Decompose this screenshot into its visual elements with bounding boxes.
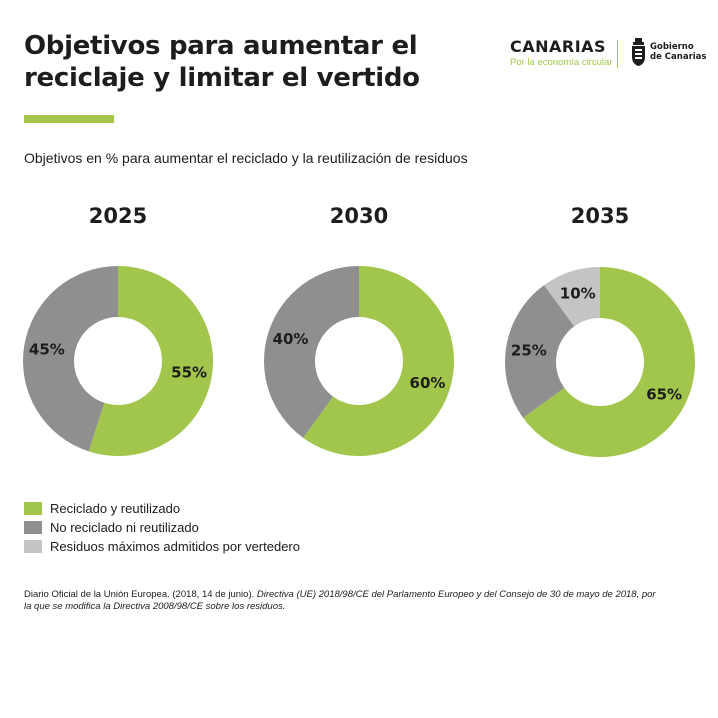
gobierno-logo: Gobierno de Canarias	[631, 38, 706, 66]
title-accent-bar	[24, 115, 114, 123]
slice-label-2030-reciclado-y-reutilizado: 60%	[410, 374, 446, 392]
donut-slice-2030-no-reciclado-ni-reutilizado	[264, 266, 359, 438]
donut-slice-2035-residuos-maximos-admitidos-por-vertedero	[544, 267, 600, 327]
donut-slice-2025-reciclado-y-reutilizado	[88, 266, 214, 457]
donut-slice-2030-reciclado-y-reutilizado	[303, 266, 454, 457]
slice-label-2035-reciclado-y-reutilizado: 65%	[646, 386, 682, 404]
year-label-2025: 2025	[88, 204, 148, 228]
canarias-logo: CANARIAS Por la economía circular	[510, 38, 614, 69]
gov-line-1: Gobierno	[650, 42, 694, 52]
page-title-line-2: reciclaje y limitar el vertido	[24, 63, 420, 93]
brand-divider	[617, 40, 618, 68]
slice-label-2025-no-reciclado-ni-reutilizado: 45%	[29, 341, 65, 359]
legend-swatch-recycled	[24, 502, 42, 515]
legend-swatch-not-recycled	[24, 521, 42, 534]
legend-label-recycled: Reciclado y reutilizado	[50, 501, 181, 516]
slice-label-2025-reciclado-y-reutilizado: 55%	[171, 363, 207, 381]
donut-slice-2035-no-reciclado-ni-reutilizado	[505, 285, 575, 418]
coat-of-arms-icon	[632, 38, 645, 66]
legend-swatch-landfill	[24, 540, 42, 553]
brand-tagline: Por la economía circular	[510, 57, 613, 68]
legend: Reciclado y reutilizado No reciclado ni …	[24, 499, 300, 556]
page-title-line-1: Objetivos para aumentar el	[24, 31, 418, 61]
legend-label-landfill: Residuos máximos admitidos por vertedero	[50, 539, 300, 554]
legend-label-not-recycled: No reciclado ni reutilizado	[50, 520, 199, 535]
donut-slice-2035-reciclado-y-reutilizado	[523, 267, 695, 458]
gov-line-2: de Canarias	[650, 52, 707, 62]
source-citation: Diario Oficial de la Unión Europea. (201…	[24, 589, 664, 613]
slice-label-2030-no-reciclado-ni-reutilizado: 40%	[273, 330, 309, 348]
legend-item-not-recycled: No reciclado ni reutilizado	[24, 518, 300, 537]
slice-label-2035-residuos-maximos-admitidos-por-vertedero: 10%	[560, 285, 596, 303]
legend-item-recycled: Reciclado y reutilizado	[24, 499, 300, 518]
slice-label-2035-no-reciclado-ni-reutilizado: 25%	[511, 342, 547, 360]
brand-name: CANARIAS	[510, 37, 607, 56]
year-label-2030: 2030	[329, 204, 389, 228]
page-title: Objetivos para aumentar el reciclaje y l…	[24, 30, 484, 94]
source-citation-italic: Directiva (UE) 2018/98/CE del Parlamento…	[24, 589, 656, 612]
chart-subtitle: Objetivos en % para aumentar el reciclad…	[24, 150, 468, 166]
donut-slice-2025-no-reciclado-ni-reutilizado	[23, 266, 118, 452]
source-citation-plain: Diario Oficial de la Unión Europea. (201…	[24, 589, 257, 600]
legend-item-landfill: Residuos máximos admitidos por vertedero	[24, 537, 300, 556]
year-label-2035: 2035	[570, 204, 630, 228]
